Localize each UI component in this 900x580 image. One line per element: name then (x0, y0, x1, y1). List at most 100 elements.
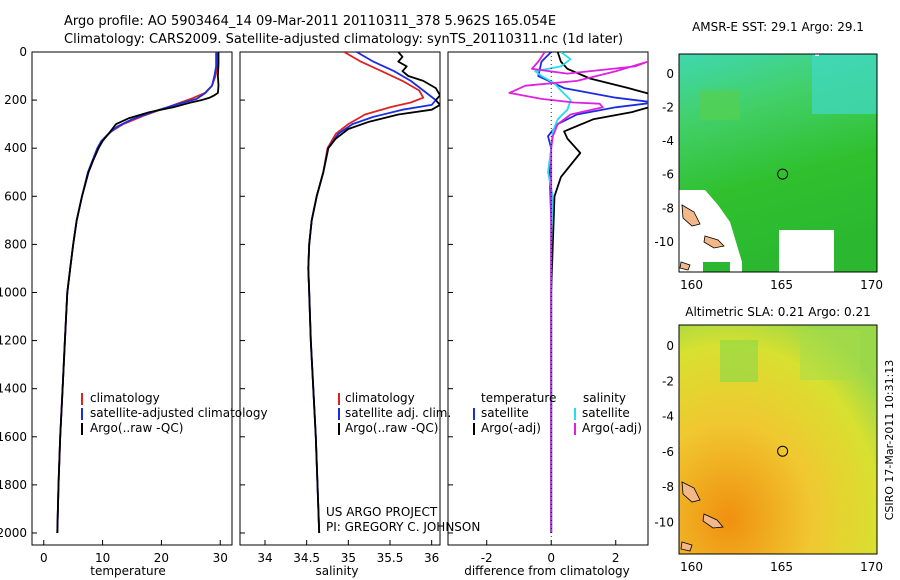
legend-label-sal-satellite: satellite (582, 406, 630, 420)
x-tick-label: 10 (95, 551, 110, 565)
map-y-tick-label: -2 (662, 101, 674, 115)
series-line-temperature-climatology (56, 52, 219, 534)
salinity-axes (239, 51, 441, 546)
temperature-xlabel: temperature (90, 564, 165, 578)
map-y-tick-label: -8 (662, 201, 674, 215)
x-tick-label: 20 (154, 551, 169, 565)
legend-label-satellite: satellite-adjusted climatology (90, 406, 268, 420)
map-x-tick-label: 165 (770, 278, 793, 292)
island-icon (681, 204, 701, 227)
series-line-salinity-Argo (307, 52, 440, 534)
sla-patch (800, 330, 860, 380)
sst-axes (678, 53, 878, 273)
credit-pi: PI: GREGORY C. JOHNSON (326, 520, 480, 534)
legend-label-argo: Argo(..raw -QC) (90, 421, 183, 435)
legend-label-temp-satellite: satellite (481, 406, 529, 420)
y-tick-label: 2000 (0, 526, 27, 540)
difference-legend: temperature salinity satellite Argo(-adj… (473, 391, 642, 435)
sst-missing-data (679, 190, 742, 272)
map-y-tick-label: -6 (662, 445, 674, 459)
salinity-legend: climatology satellite adj. clim. Argo(..… (338, 391, 451, 435)
map-x-tick-label: 170 (860, 278, 883, 292)
x-tick-label: -2 (481, 551, 493, 565)
sst-patch (700, 90, 740, 120)
y-tick-label: 200 (4, 93, 27, 107)
credit-project: US ARGO PROJECT (326, 505, 438, 519)
map-y-tick-label: -10 (654, 235, 674, 249)
y-tick-label: 1400 (0, 382, 27, 396)
series-line-temperature-satellite (56, 52, 217, 534)
y-tick-label: 600 (4, 189, 27, 203)
salinity-xlabel: salinity (315, 564, 358, 578)
sst-missing-data (779, 230, 834, 272)
legend-label-satellite: satellite adj. clim. (345, 406, 451, 420)
x-tick-label: 36 (424, 551, 439, 565)
map-x-tick-label: 160 (680, 560, 703, 574)
x-tick-label: 34 (257, 551, 272, 565)
island-icon (679, 261, 691, 271)
map-y-tick-label: -2 (662, 374, 674, 388)
map-y-tick-label: -4 (662, 410, 674, 424)
legend-header-salinity: salinity (583, 391, 626, 405)
island-icon (703, 235, 725, 249)
map-y-tick-label: -6 (662, 168, 674, 182)
sst-heatmap (679, 54, 877, 272)
map-y-tick-label: -10 (654, 515, 674, 529)
series-line-difference-salinity-satellite (534, 52, 572, 533)
header-line-1: Argo profile: AO 5903464_14 09-Mar-2011 … (64, 14, 556, 29)
argo-location-marker (777, 445, 789, 457)
legend-label-climatology: climatology (90, 391, 160, 405)
series-line-salinity-climatology (307, 52, 425, 534)
difference-axes (447, 51, 649, 546)
legend-label-temp-argo: Argo(-adj) (481, 421, 541, 435)
x-tick-label: 0 (547, 551, 555, 565)
argo-location-marker (777, 168, 789, 180)
legend-label-climatology: climatology (345, 391, 415, 405)
x-tick-label: 2 (612, 551, 620, 565)
x-tick-label: 30 (213, 551, 228, 565)
y-tick-label: 1200 (0, 334, 27, 348)
series-line-salinity-satellite (307, 52, 437, 534)
island-icon (680, 541, 693, 552)
map-x-tick-label: 165 (770, 560, 793, 574)
x-tick-label: 35.5 (377, 551, 404, 565)
sst-map-title: AMSR-E SST: 29.1 Argo: 29.1 (692, 20, 864, 34)
y-tick-label: 1600 (0, 430, 27, 444)
temperature-legend: climatology satellite-adjusted climatolo… (81, 391, 268, 435)
legend-label-argo: Argo(..raw -QC) (345, 421, 438, 435)
y-tick-label: 0 (19, 45, 27, 59)
map-y-tick-label: 0 (666, 67, 674, 81)
y-tick-label: 1000 (0, 285, 27, 299)
tick-layer: 0 10 20 30020040060080010001200140016001800… (0, 45, 883, 574)
y-tick-label: 400 (4, 141, 27, 155)
island-icon (681, 481, 701, 503)
difference-xlabel: difference from climatology (464, 564, 630, 578)
x-tick-label: 0 (40, 551, 48, 565)
map-y-tick-label: -8 (662, 480, 674, 494)
map-x-tick-label: 160 (680, 278, 703, 292)
x-tick-label: 35 (341, 551, 356, 565)
temperature-axes (31, 51, 233, 546)
sla-heatmap (679, 325, 877, 554)
legend-label-sal-argo: Argo(-adj) (582, 421, 642, 435)
legend-header-temperature: temperature (481, 391, 556, 405)
y-tick-label: 800 (4, 237, 27, 251)
sst-warm-patch (812, 54, 877, 114)
map-x-tick-label: 170 (860, 560, 883, 574)
series-line-temperature-Argo (56, 52, 220, 534)
sla-axes (678, 324, 878, 555)
series-line-difference-salinity-Argo (508, 52, 648, 533)
sst-patch (703, 262, 730, 272)
map-y-tick-label: -4 (662, 134, 674, 148)
series-line-difference-temperature-Argo (550, 52, 648, 533)
map-y-tick-label: 0 (666, 339, 674, 353)
series-layer (56, 52, 648, 534)
sla-patch (720, 340, 758, 382)
y-tick-label: 1800 (0, 478, 27, 492)
x-tick-label: 34.5 (293, 551, 320, 565)
timestamp: CSIRO 17-Mar-2011 10:31:13 (883, 360, 896, 521)
island-icon (702, 513, 724, 529)
sla-map-title: Altimetric SLA: 0.21 Argo: 0.21 (685, 305, 870, 319)
header-line-2: Climatology: CARS2009. Satellite-adjuste… (64, 32, 623, 47)
